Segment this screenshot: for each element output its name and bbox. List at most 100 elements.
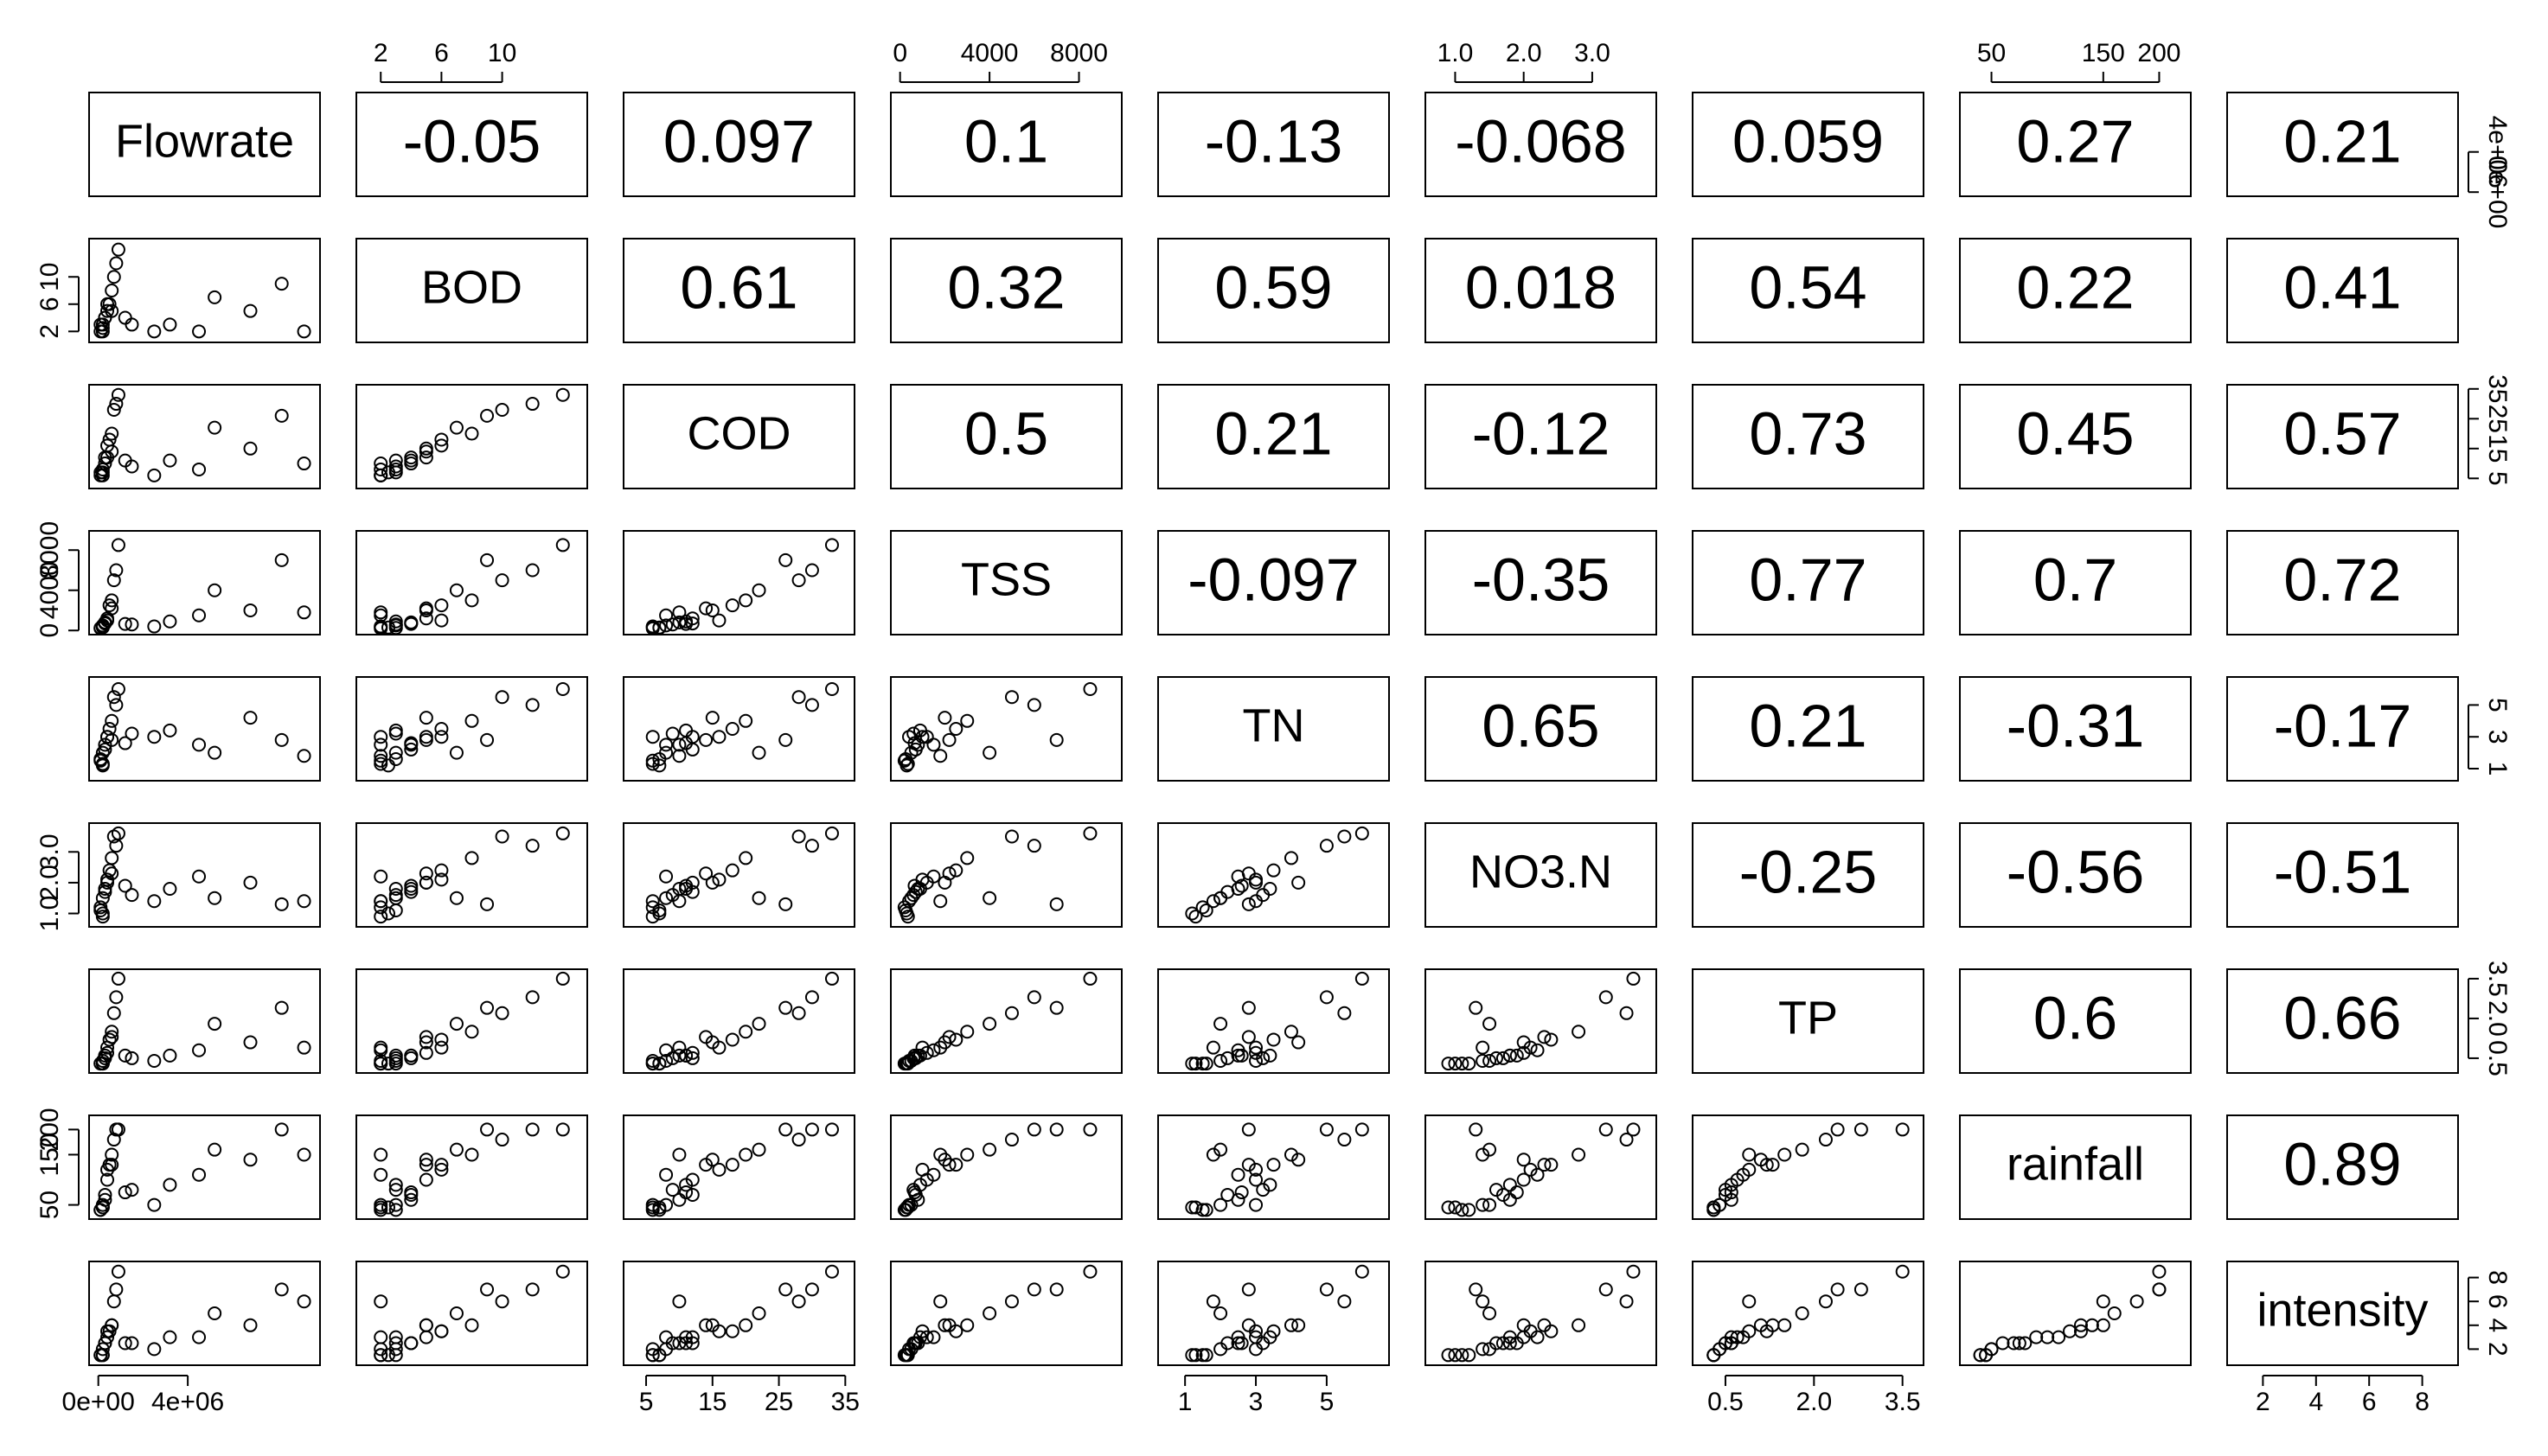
- point: [1337, 829, 1352, 844]
- panel-frame: [1157, 822, 1390, 928]
- point: [752, 745, 766, 760]
- point: [1979, 1348, 1994, 1363]
- point: [419, 732, 433, 747]
- correlation-value: 0.77: [1749, 546, 1866, 613]
- point: [374, 462, 388, 476]
- point: [983, 745, 997, 760]
- point: [824, 1264, 839, 1279]
- point: [899, 903, 913, 917]
- y-tick-label: 4: [2483, 1318, 2512, 1332]
- point: [125, 1050, 139, 1065]
- panel-frame: [623, 1261, 855, 1366]
- panel-frame: [623, 1114, 855, 1220]
- point: [824, 682, 839, 696]
- point: [118, 736, 132, 750]
- point: [388, 751, 403, 766]
- point: [464, 1147, 479, 1162]
- y-tick-label: 4000: [35, 561, 64, 619]
- y-tick-label: 15: [2483, 434, 2512, 463]
- point: [938, 1318, 952, 1332]
- point: [404, 884, 419, 899]
- panel-frame: [355, 1261, 588, 1366]
- point: [419, 1045, 433, 1060]
- point: [1213, 1306, 1228, 1320]
- panel-frame: [1157, 1114, 1390, 1220]
- point: [778, 732, 793, 747]
- correlation-value: -0.35: [1472, 546, 1610, 613]
- point: [1234, 1048, 1249, 1063]
- point: [1049, 1282, 1064, 1297]
- point: [983, 1017, 997, 1031]
- correlation-value: 0.7: [2033, 546, 2117, 613]
- point: [1263, 1330, 1277, 1344]
- correlation-value: 0.59: [1214, 253, 1332, 321]
- point: [739, 851, 753, 865]
- point: [1049, 1122, 1064, 1137]
- point: [739, 713, 753, 728]
- point: [208, 1142, 222, 1157]
- x-tick-label: 4000: [961, 39, 1019, 67]
- point: [106, 270, 121, 284]
- point: [645, 1200, 660, 1215]
- point: [1249, 894, 1264, 909]
- point: [274, 408, 289, 423]
- point: [1185, 1057, 1200, 1071]
- point: [1284, 1318, 1298, 1332]
- y-tick-label: 2: [2483, 1342, 2512, 1357]
- point: [1795, 1306, 1809, 1320]
- point: [725, 1032, 739, 1047]
- point: [105, 601, 119, 616]
- point: [1523, 1324, 1538, 1338]
- correlation-value: 0.66: [2283, 984, 2401, 1051]
- point: [725, 722, 739, 736]
- point: [274, 1122, 289, 1137]
- x-tick-label: 6: [2362, 1388, 2377, 1416]
- point: [659, 1054, 674, 1068]
- point: [933, 1040, 948, 1055]
- point: [480, 897, 495, 911]
- point: [434, 598, 449, 613]
- point: [1249, 1197, 1264, 1212]
- point: [95, 1200, 110, 1215]
- point: [95, 321, 110, 335]
- point: [1572, 1318, 1586, 1332]
- correlation-value: 0.21: [1214, 399, 1332, 467]
- point: [297, 324, 311, 339]
- point: [778, 897, 793, 911]
- point: [804, 839, 819, 853]
- panel-frame: [1424, 822, 1657, 928]
- panel-frame: [1157, 676, 1390, 782]
- point: [1266, 1032, 1281, 1047]
- variable-label: intensity: [2257, 1284, 2428, 1336]
- point: [95, 468, 110, 482]
- point: [699, 1318, 714, 1332]
- point: [1448, 1200, 1463, 1215]
- point: [752, 891, 766, 905]
- point: [699, 1158, 714, 1172]
- point: [274, 1000, 289, 1015]
- point: [1619, 1133, 1634, 1147]
- point: [118, 1336, 132, 1351]
- point: [449, 1017, 464, 1031]
- point: [105, 851, 119, 865]
- point: [645, 620, 660, 635]
- point: [555, 971, 570, 986]
- point: [388, 1057, 403, 1071]
- point: [679, 1048, 694, 1063]
- point: [1742, 1324, 1757, 1338]
- point: [388, 459, 403, 474]
- point: [111, 242, 125, 257]
- point: [1502, 1336, 1517, 1351]
- point: [1537, 1318, 1552, 1332]
- point: [1523, 1162, 1538, 1177]
- point: [679, 616, 694, 631]
- point: [900, 910, 915, 924]
- point: [125, 888, 139, 903]
- point: [374, 738, 388, 752]
- panel-frame: [623, 822, 855, 928]
- point: [449, 583, 464, 597]
- panel-frame: [890, 530, 1123, 635]
- point: [404, 736, 419, 750]
- point: [1509, 1048, 1524, 1063]
